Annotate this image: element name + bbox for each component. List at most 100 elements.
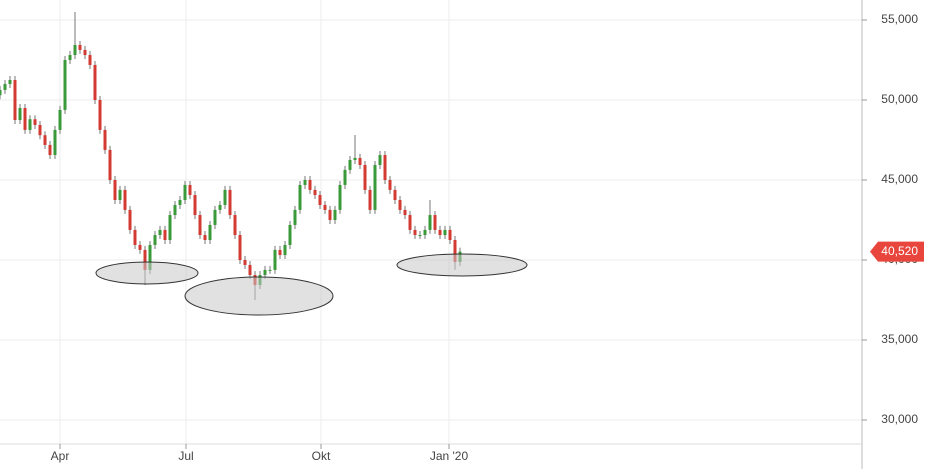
- candle-body: [398, 200, 402, 210]
- candle-body: [63, 60, 67, 110]
- candle-body: [223, 189, 227, 205]
- candle-body: [103, 129, 107, 150]
- candle-body: [73, 44, 77, 56]
- y-tick-label: 30,000: [881, 412, 918, 426]
- candle-body: [248, 264, 252, 276]
- candle-body: [128, 209, 132, 230]
- candle-body: [338, 184, 342, 210]
- candle-body: [108, 149, 112, 180]
- candle-body: [13, 80, 17, 120]
- candle-body: [273, 249, 277, 270]
- candle-body: [78, 44, 82, 50]
- candle-body: [383, 155, 387, 180]
- candle-body: [158, 229, 162, 236]
- candle-body: [333, 209, 337, 220]
- candle-body: [143, 249, 147, 270]
- candle-body: [218, 204, 222, 210]
- x-tick-label: Jan '20: [430, 449, 469, 463]
- y-tick-label: 50,000: [881, 92, 918, 106]
- candle-body: [408, 215, 412, 230]
- candle-body: [378, 155, 382, 165]
- candle-body: [453, 240, 457, 262]
- last-price-label: 40,520: [881, 244, 918, 258]
- candle-body: [0, 89, 2, 96]
- candle-body: [168, 215, 172, 240]
- candles: [0, 12, 462, 300]
- candle-body: [293, 209, 297, 225]
- candle-body: [23, 108, 27, 130]
- x-tick-label: Jul: [178, 449, 193, 463]
- candle-body: [8, 80, 12, 84]
- candle-body: [418, 235, 422, 237]
- x-tick-label: Okt: [312, 449, 331, 463]
- last-price-tag: [870, 241, 924, 262]
- candle-body: [443, 229, 447, 236]
- candle-body: [388, 180, 392, 190]
- candle-body: [433, 215, 437, 230]
- candle-body: [373, 164, 377, 210]
- candle-body: [58, 109, 62, 130]
- candle-body: [323, 204, 327, 210]
- candle-body: [428, 215, 432, 230]
- candle-body: [188, 184, 192, 196]
- candle-body: [268, 269, 272, 271]
- candle-body: [448, 229, 452, 240]
- candle-body: [313, 189, 317, 196]
- candle-body: [183, 184, 187, 200]
- candle-body: [153, 235, 157, 245]
- candle-body: [48, 144, 52, 156]
- candle-body: [38, 124, 42, 136]
- candle-body: [423, 229, 427, 236]
- candle-body: [318, 195, 322, 205]
- candle-body: [193, 195, 197, 216]
- candle-body: [303, 180, 307, 185]
- candle-body: [113, 180, 117, 200]
- candle-body: [208, 224, 212, 240]
- candle-body: [163, 229, 167, 240]
- candle-body: [233, 215, 237, 236]
- candle-body: [18, 108, 22, 120]
- candle-body: [328, 209, 332, 220]
- candle-body: [203, 235, 207, 240]
- candle-body: [438, 229, 442, 236]
- candle-body: [283, 244, 287, 256]
- candle-body: [28, 119, 32, 130]
- annotation-ellipse: [396, 253, 528, 277]
- y-tick-label: 55,000: [881, 12, 918, 26]
- candle-body: [178, 200, 182, 205]
- candle-body: [368, 189, 372, 210]
- candle-body: [123, 189, 127, 210]
- x-tick-label: Apr: [51, 449, 70, 463]
- candle-body: [118, 189, 122, 200]
- candle-body: [348, 160, 352, 170]
- candle-body: [133, 229, 137, 245]
- candle-body: [403, 209, 407, 216]
- candle-body: [343, 169, 347, 185]
- candle-body: [228, 189, 232, 216]
- candle-body: [3, 84, 7, 90]
- candle-body: [393, 189, 397, 200]
- candle-body: [173, 204, 177, 216]
- candle-body: [238, 235, 242, 260]
- candle-body: [243, 260, 247, 265]
- axes: 30,00035,00040,00045,00050,00055,000AprJ…: [51, 12, 924, 463]
- candle-body: [413, 229, 417, 236]
- candle-body: [33, 119, 37, 125]
- candle-body: [88, 55, 92, 65]
- candle-body: [148, 244, 152, 270]
- candle-body: [53, 129, 57, 156]
- y-tick-label: 45,000: [881, 172, 918, 186]
- candle-body: [278, 249, 282, 256]
- candle-body: [263, 269, 267, 276]
- candle-body: [358, 157, 362, 165]
- candle-body: [353, 157, 357, 160]
- candle-body: [83, 49, 87, 56]
- candle-body: [198, 215, 202, 236]
- candle-body: [93, 64, 97, 100]
- candle-body: [68, 55, 72, 60]
- candle-body: [213, 209, 217, 225]
- y-tick-label: 35,000: [881, 332, 918, 346]
